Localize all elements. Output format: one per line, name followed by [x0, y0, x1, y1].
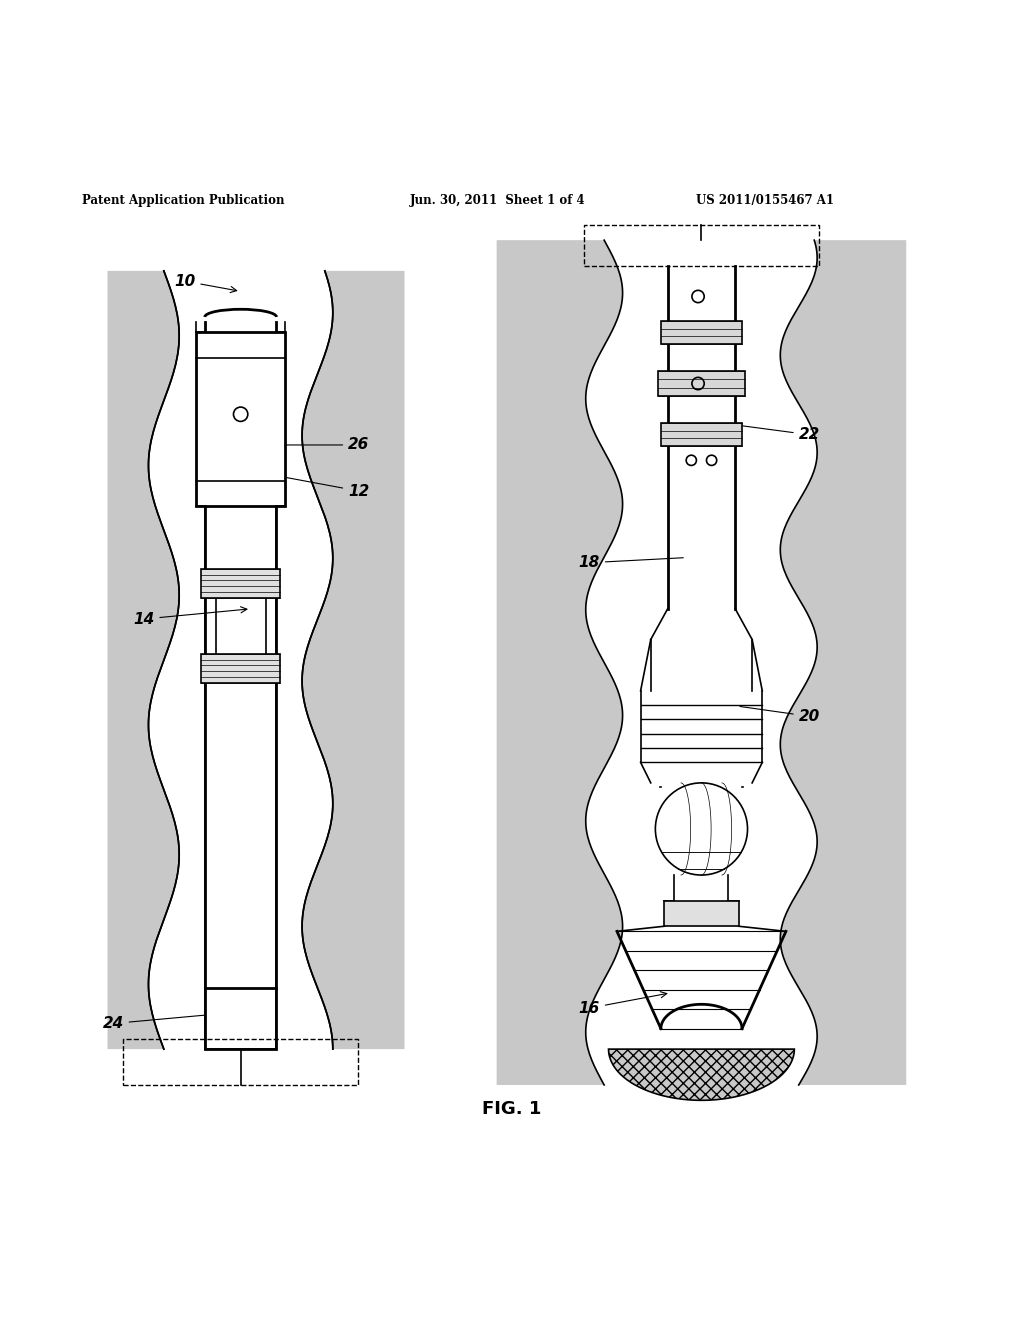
- Bar: [665, 900, 738, 927]
- Bar: [660, 424, 742, 446]
- Text: 12: 12: [280, 477, 370, 499]
- Bar: [196, 333, 286, 507]
- Text: 14: 14: [133, 607, 247, 627]
- Bar: [660, 321, 742, 343]
- Text: 16: 16: [579, 991, 667, 1015]
- Text: Jun. 30, 2011  Sheet 1 of 4: Jun. 30, 2011 Sheet 1 of 4: [410, 194, 586, 207]
- Polygon shape: [108, 271, 179, 1049]
- Polygon shape: [608, 1049, 795, 1101]
- Text: 22: 22: [735, 425, 820, 442]
- Polygon shape: [497, 240, 623, 1085]
- Text: 10: 10: [174, 273, 237, 293]
- Text: 24: 24: [102, 1011, 221, 1031]
- Text: 26: 26: [280, 437, 370, 453]
- Text: 18: 18: [579, 556, 683, 570]
- Bar: [205, 987, 276, 1049]
- Bar: [201, 569, 280, 598]
- Text: Patent Application Publication: Patent Application Publication: [82, 194, 285, 207]
- Bar: [201, 653, 280, 682]
- Polygon shape: [780, 240, 906, 1085]
- Text: FIG. 1: FIG. 1: [482, 1100, 542, 1118]
- Text: US 2011/0155467 A1: US 2011/0155467 A1: [696, 194, 835, 207]
- Text: 20: 20: [740, 706, 820, 723]
- Bar: [657, 371, 745, 396]
- Polygon shape: [302, 271, 404, 1049]
